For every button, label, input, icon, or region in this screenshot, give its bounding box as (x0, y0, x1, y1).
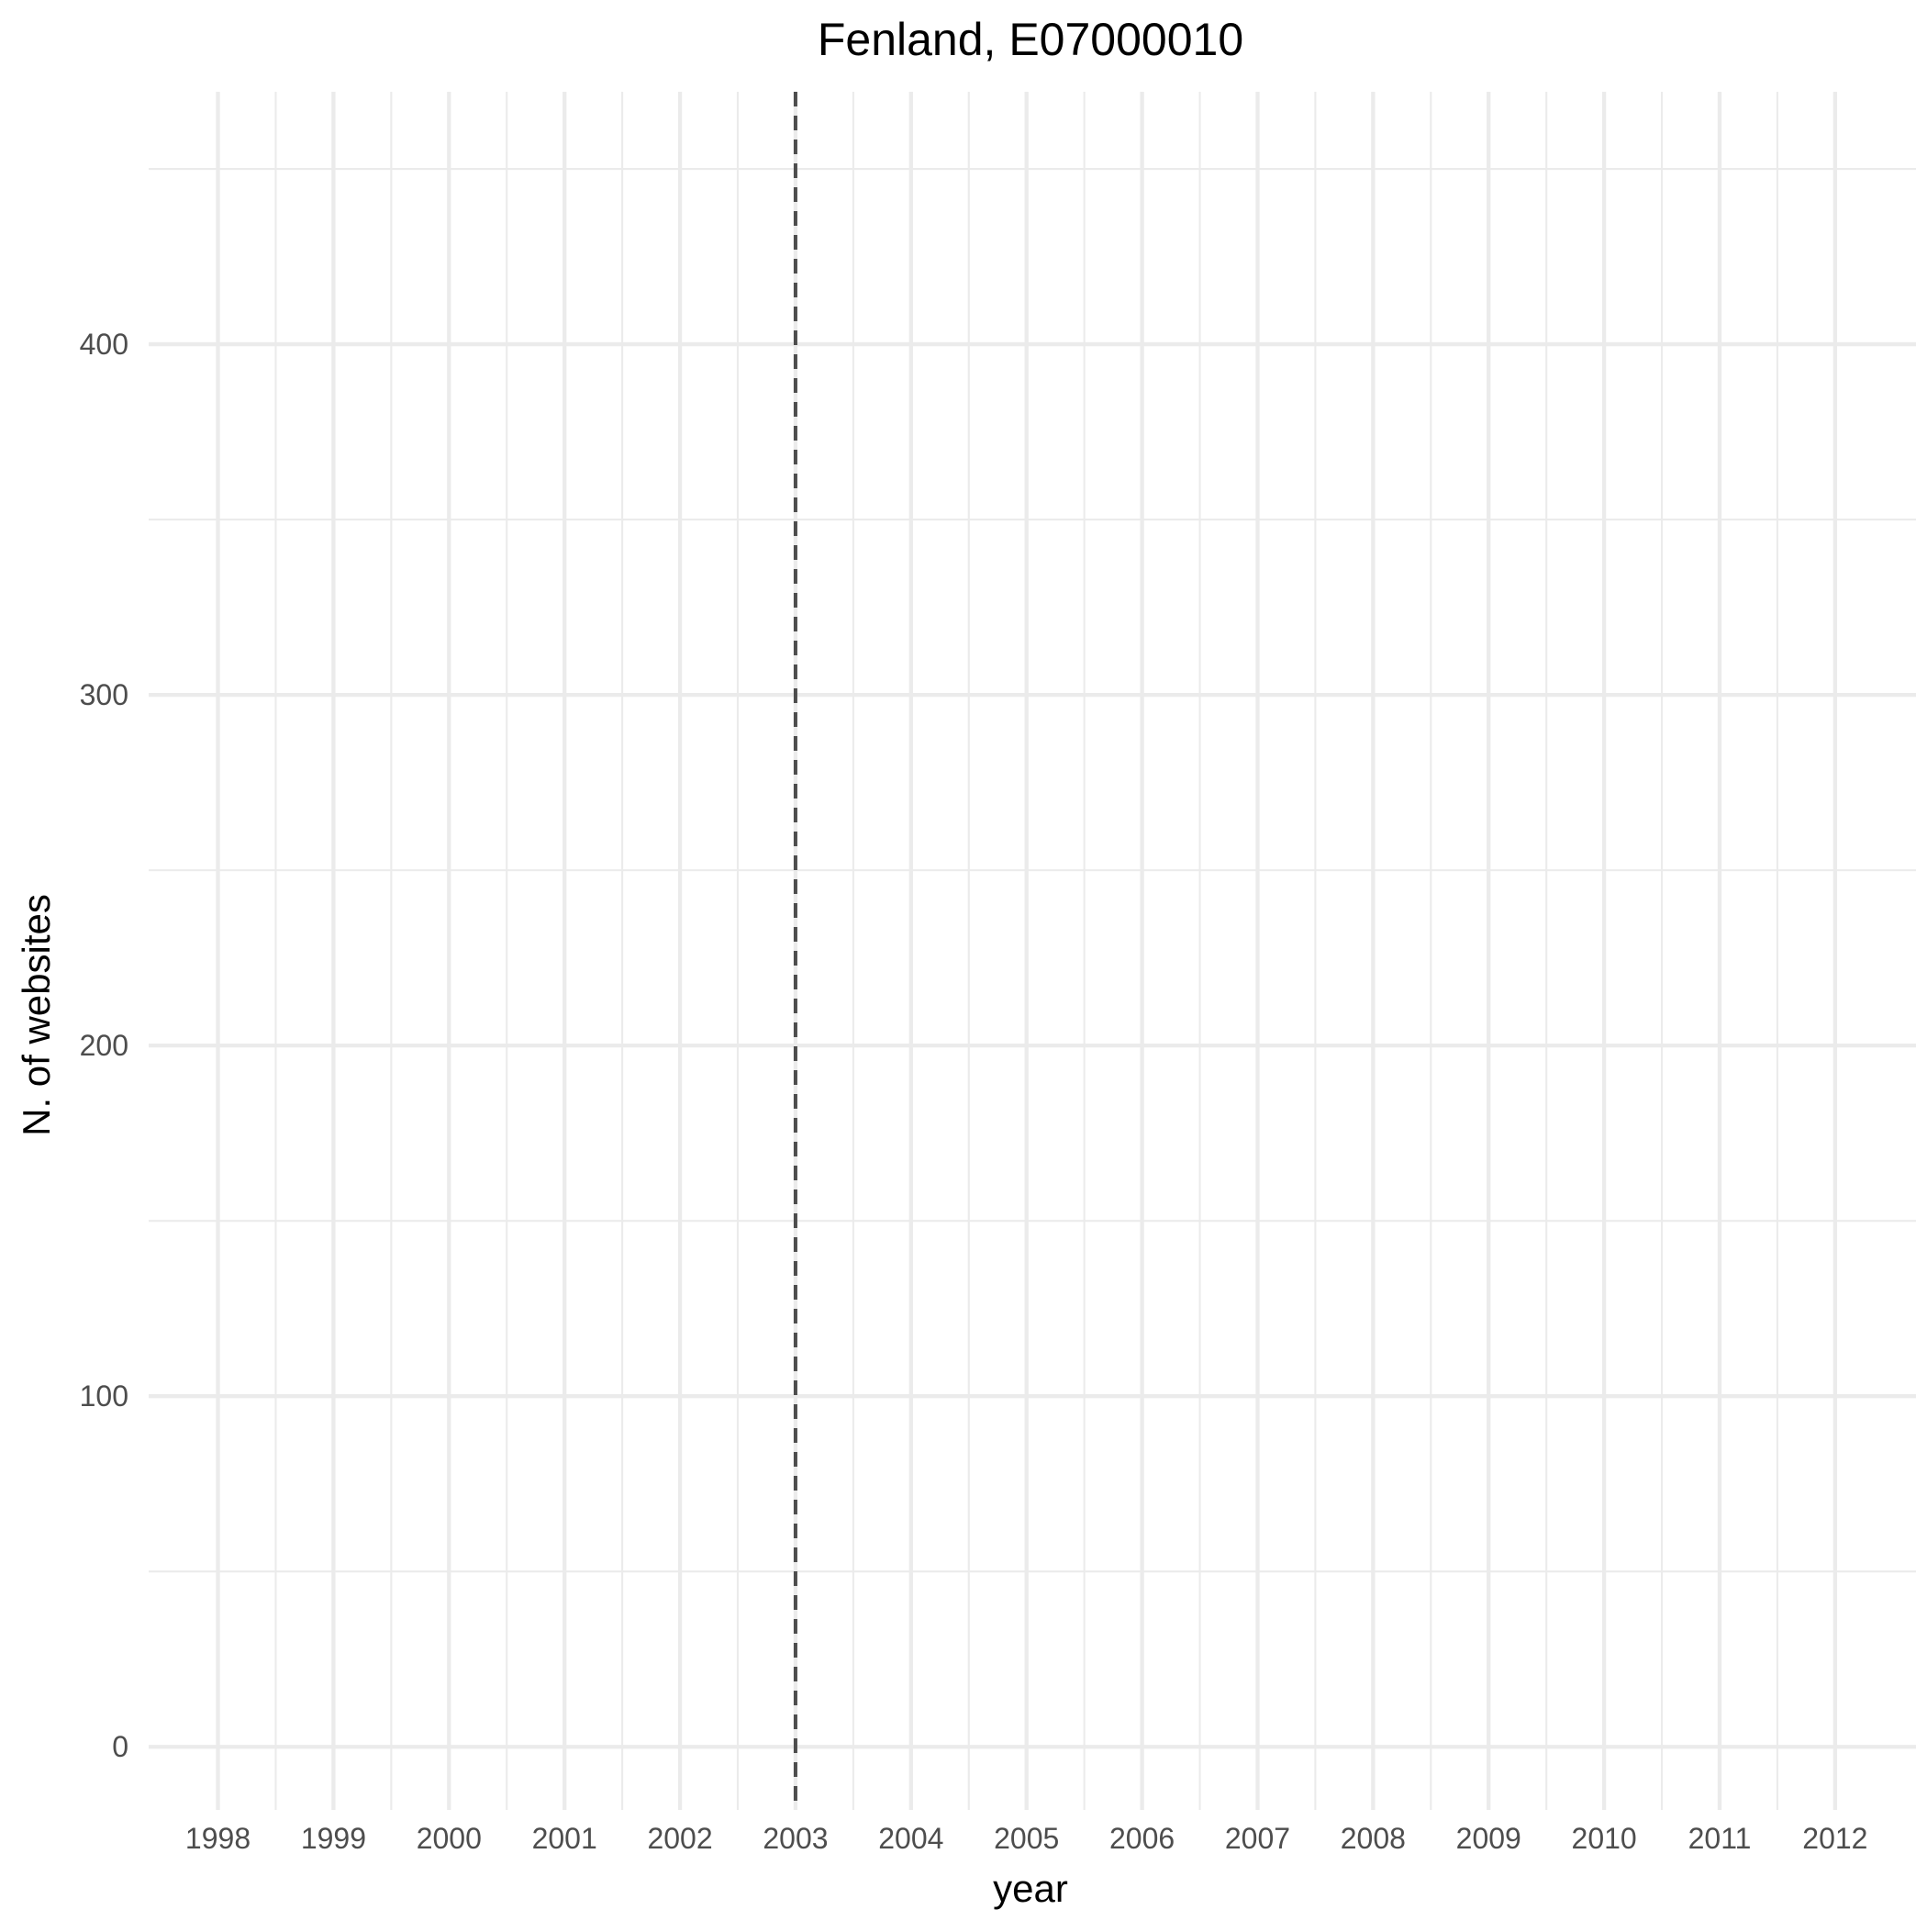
x-tick-label: 2012 (1802, 1822, 1867, 1855)
x-tick-label: 2005 (994, 1822, 1059, 1855)
y-tick-label: 400 (80, 328, 128, 361)
y-tick-label: 0 (112, 1730, 128, 1763)
x-tick-label: 2011 (1688, 1822, 1752, 1855)
x-axis-tick-labels: 1998 1999 2000 2001 2002 2003 2004 2005 2006 2007… (185, 1822, 1868, 1855)
x-tick-label: 2008 (1341, 1822, 1406, 1855)
x-tick-label: 2000 (417, 1822, 482, 1855)
minor-x-gridlines (274, 92, 1778, 1810)
y-axis-tick-labels: 0 100 200 300 400 (80, 328, 128, 1763)
x-tick-label: 2009 (1456, 1822, 1521, 1855)
minor-y-gridlines (149, 167, 1916, 1573)
x-axis-title: year (993, 1867, 1068, 1910)
major-y-gridlines (149, 341, 1916, 1749)
y-tick-label: 200 (80, 1029, 128, 1062)
y-axis-title: N. of websites (15, 894, 58, 1136)
x-tick-label: 2004 (878, 1822, 943, 1855)
chart-title: Fenland, E07000010 (818, 14, 1243, 65)
x-tick-label: 2001 (532, 1822, 597, 1855)
x-tick-label: 2002 (647, 1822, 712, 1855)
y-tick-label: 300 (80, 678, 128, 711)
y-tick-label: 100 (80, 1379, 128, 1413)
x-tick-label: 2007 (1225, 1822, 1290, 1855)
x-tick-label: 2003 (763, 1822, 828, 1855)
x-tick-label: 1999 (301, 1822, 366, 1855)
x-tick-label: 1998 (185, 1822, 251, 1855)
x-tick-label: 2010 (1572, 1822, 1637, 1855)
x-tick-label: 2006 (1109, 1822, 1175, 1855)
